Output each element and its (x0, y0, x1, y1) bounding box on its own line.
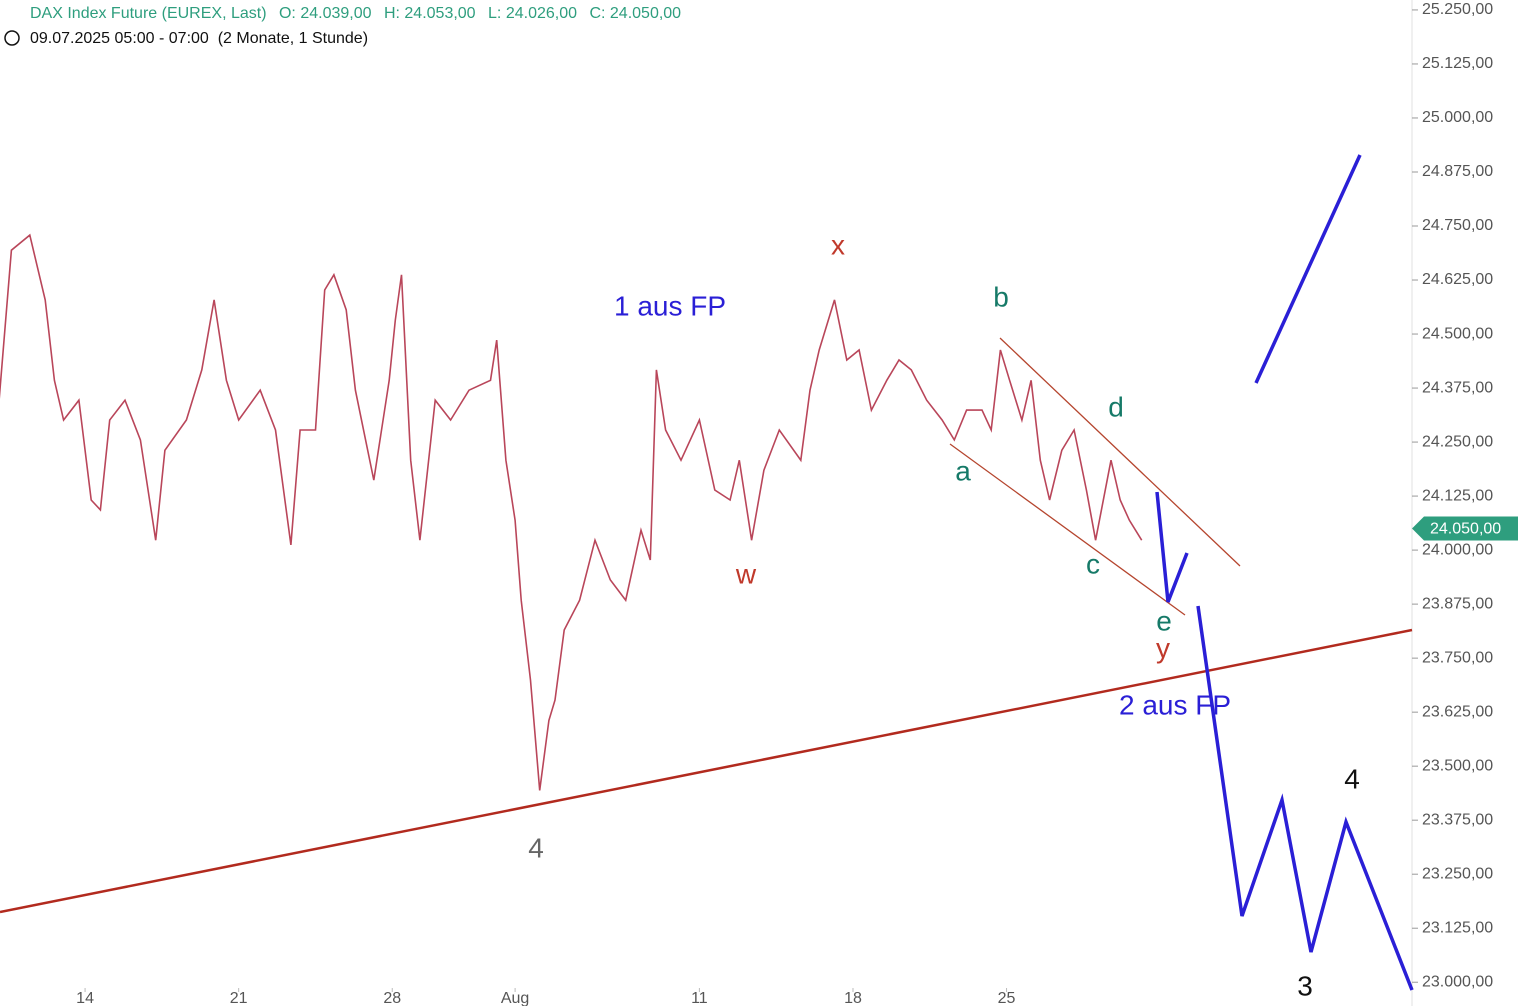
wave-label: y (1156, 632, 1170, 663)
clock-icon (4, 30, 20, 46)
y-tick-label: 23.000,00 (1422, 973, 1493, 990)
y-tick-label: 24.000,00 (1422, 541, 1493, 558)
wave-label: 4 (528, 832, 544, 863)
wave-label: d (1108, 391, 1124, 422)
y-tick-label: 24.250,00 (1422, 433, 1493, 450)
wave-label: 2 aus FP (1119, 689, 1231, 720)
x-tick-label: 25 (998, 990, 1016, 1006)
last-price-tag (1412, 516, 1518, 541)
subtitle: 09.07.2025 05:00 - 07:00 (2 Monate, 1 St… (30, 30, 368, 47)
x-tick-label: 28 (383, 990, 401, 1006)
x-tick-label: 18 (844, 990, 862, 1006)
trend-line (0, 628, 1413, 914)
wave-label: a (955, 455, 971, 486)
x-tick-label: 21 (230, 990, 248, 1006)
y-tick-label: 23.500,00 (1422, 757, 1493, 774)
projection (1254, 154, 1362, 384)
y-tick-label: 24.875,00 (1422, 163, 1493, 180)
channel-line (949, 443, 1186, 616)
ohlc: H: 24.053,00 (384, 5, 476, 22)
y-tick-label: 23.875,00 (1422, 595, 1493, 612)
channel-line (999, 337, 1241, 567)
last-price-label: 24.050,00 (1430, 521, 1501, 538)
wave-label: 3 (1297, 970, 1313, 1001)
y-tick-label: 23.750,00 (1422, 649, 1493, 666)
x-tick-label: 11 (691, 990, 708, 1006)
wave-label: 1 aus FP (614, 290, 726, 321)
price-line (0, 233, 1143, 791)
projection (1155, 491, 1189, 603)
y-tick-label: 25.250,00 (1422, 1, 1493, 18)
y-tick-label: 25.125,00 (1422, 55, 1493, 72)
wave-label: b (993, 281, 1009, 312)
x-tick-label: Aug (501, 990, 529, 1006)
y-tick-label: 24.750,00 (1422, 217, 1493, 234)
plot (0, 233, 1143, 992)
title: DAX Index Future (EUREX, Last) (30, 5, 267, 22)
header-bg (0, 0, 760, 52)
x-tick-label: 14 (76, 990, 94, 1006)
y-tick-label: 23.125,00 (1422, 919, 1493, 936)
y-tick-label: 24.125,00 (1422, 487, 1493, 504)
projection (1196, 605, 1414, 991)
wave-label: x (831, 229, 845, 260)
ohlc: C: 24.050,00 (589, 5, 681, 22)
wave-label: e (1156, 605, 1172, 636)
y-tick-label: 25.000,00 (1422, 109, 1493, 126)
ohlc: L: 24.026,00 (488, 5, 577, 22)
y-tick-label: 23.375,00 (1422, 811, 1493, 828)
wave-label: c (1086, 548, 1100, 579)
y-tick-label: 23.625,00 (1422, 703, 1493, 720)
y-tick-label: 24.375,00 (1422, 379, 1493, 396)
wave-label: w (735, 558, 757, 589)
ohlc: O: 24.039,00 (279, 5, 372, 22)
wave-label: 4 (1344, 763, 1360, 794)
y-tick-label: 24.625,00 (1422, 271, 1493, 288)
header: DAX Index Future (EUREX, Last) O: 24.039… (30, 5, 681, 22)
y-tick-label: 24.500,00 (1422, 325, 1493, 342)
y-tick-label: 23.250,00 (1422, 865, 1493, 882)
